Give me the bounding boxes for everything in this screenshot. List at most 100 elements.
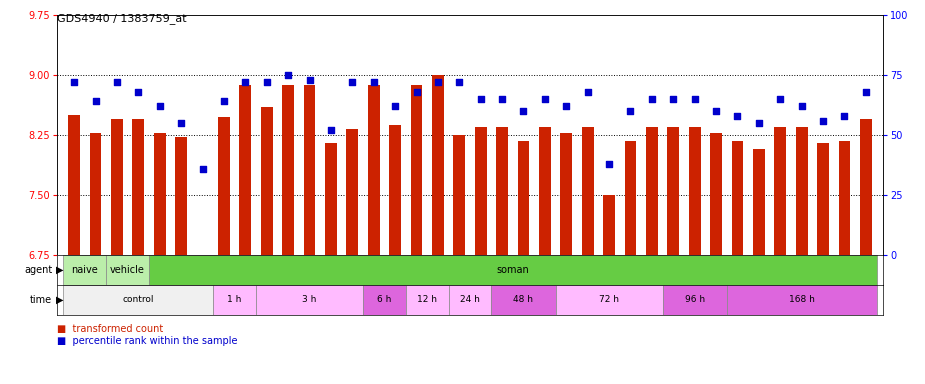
Text: 168 h: 168 h	[789, 296, 815, 305]
Point	[153, 103, 167, 109]
Text: 96 h: 96 h	[684, 296, 705, 305]
Text: ▶: ▶	[56, 265, 64, 275]
Bar	[839, 141, 850, 255]
Bar	[68, 115, 80, 255]
Text: 6 h: 6 h	[377, 296, 391, 305]
Bar	[149, 255, 877, 285]
Point	[666, 96, 681, 102]
Text: ■  percentile rank within the sample: ■ percentile rank within the sample	[57, 336, 238, 346]
Point	[537, 96, 552, 102]
Bar	[646, 127, 658, 255]
Bar	[753, 149, 765, 255]
Bar	[449, 285, 491, 315]
Text: 3 h: 3 h	[302, 296, 316, 305]
Bar	[496, 127, 508, 255]
Point	[88, 98, 103, 104]
Text: soman: soman	[497, 265, 529, 275]
Point	[67, 79, 81, 85]
Bar	[539, 127, 550, 255]
Bar	[432, 75, 444, 255]
Bar	[261, 107, 273, 255]
Text: vehicle: vehicle	[110, 265, 145, 275]
Point	[216, 98, 231, 104]
Point	[324, 127, 339, 133]
Point	[795, 103, 809, 109]
Bar	[556, 285, 662, 315]
Bar	[197, 255, 208, 261]
Point	[580, 89, 595, 95]
Bar	[817, 143, 829, 255]
Point	[816, 118, 831, 124]
Bar	[90, 132, 102, 255]
Text: agent: agent	[24, 265, 53, 275]
Point	[495, 96, 510, 102]
Text: 72 h: 72 h	[599, 296, 619, 305]
Point	[388, 103, 402, 109]
Point	[195, 166, 210, 172]
Point	[131, 89, 146, 95]
Bar	[368, 84, 379, 255]
Bar	[727, 285, 877, 315]
Bar	[582, 127, 594, 255]
Point	[730, 113, 745, 119]
Bar	[240, 84, 252, 255]
Bar	[213, 285, 256, 315]
Text: ■  transformed count: ■ transformed count	[57, 324, 163, 334]
Bar	[662, 285, 727, 315]
Bar	[282, 84, 294, 255]
Bar	[475, 127, 487, 255]
Bar	[218, 117, 229, 255]
Text: GDS4940 / 1383759_at: GDS4940 / 1383759_at	[57, 13, 187, 24]
Point	[601, 161, 616, 167]
Bar	[774, 127, 786, 255]
Point	[773, 96, 788, 102]
Text: 12 h: 12 h	[417, 296, 438, 305]
Point	[474, 96, 488, 102]
Bar	[668, 127, 679, 255]
Bar	[111, 119, 123, 255]
Point	[409, 89, 424, 95]
Bar	[689, 127, 700, 255]
Text: 24 h: 24 h	[460, 296, 480, 305]
Bar	[491, 285, 556, 315]
Point	[345, 79, 360, 85]
Point	[280, 72, 295, 78]
Bar	[624, 141, 636, 255]
Point	[302, 77, 317, 83]
Text: 48 h: 48 h	[513, 296, 534, 305]
Point	[259, 79, 274, 85]
Bar	[732, 141, 744, 255]
Bar	[303, 84, 315, 255]
Point	[366, 79, 381, 85]
Bar	[363, 285, 406, 315]
Point	[837, 113, 852, 119]
Bar	[518, 141, 529, 255]
Text: ▶: ▶	[56, 295, 64, 305]
Text: 1 h: 1 h	[228, 296, 241, 305]
Point	[452, 79, 467, 85]
Point	[623, 108, 638, 114]
Bar	[106, 255, 149, 285]
Bar	[561, 132, 573, 255]
Point	[709, 108, 723, 114]
Bar	[175, 137, 187, 255]
Bar	[406, 285, 449, 315]
Text: control: control	[123, 296, 154, 305]
Point	[430, 79, 445, 85]
Bar	[154, 132, 166, 255]
Point	[858, 89, 873, 95]
Point	[516, 108, 531, 114]
Point	[559, 103, 574, 109]
Bar	[347, 129, 358, 255]
Text: time: time	[31, 295, 53, 305]
Bar	[453, 135, 465, 255]
Bar	[389, 124, 401, 255]
Bar	[256, 285, 363, 315]
Point	[687, 96, 702, 102]
Point	[174, 120, 189, 126]
Bar	[64, 285, 213, 315]
Text: naive: naive	[71, 265, 98, 275]
Bar	[411, 84, 423, 255]
Bar	[132, 119, 144, 255]
Bar	[860, 119, 871, 255]
